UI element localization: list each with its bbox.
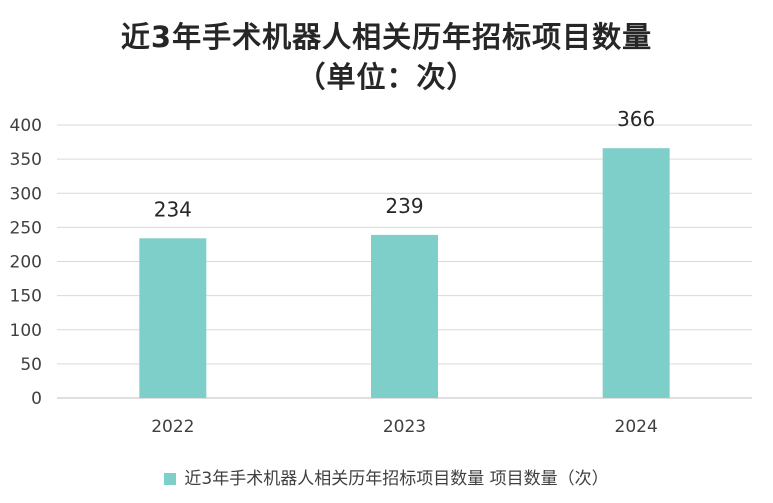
x-tick-label: 2022	[151, 417, 194, 437]
y-tick-label: 200	[10, 253, 42, 273]
bar-2023	[371, 234, 438, 398]
x-tick-label: 2023	[383, 417, 426, 437]
y-tick-label: 0	[31, 389, 42, 409]
y-tick-label: 300	[10, 184, 42, 204]
y-tick-label: 100	[10, 321, 42, 341]
y-axis-ticks: 0 50 100 150 200 250 300 350 400	[10, 116, 42, 409]
legend-swatch	[164, 473, 177, 485]
bar-2024	[602, 148, 670, 398]
y-tick-label: 250	[10, 218, 42, 238]
data-labels: 234 239 366	[154, 107, 656, 221]
y-tick-label: 400	[10, 116, 42, 136]
chart-title: 近3年手术机器人相关历年招标项目数量	[120, 20, 653, 54]
legend-label: 近3年手术机器人相关历年招标项目数量 项目数量（次）	[184, 469, 609, 489]
y-tick-label: 150	[10, 287, 42, 307]
x-tick-label: 2024	[615, 417, 658, 437]
y-tick-label: 50	[20, 355, 42, 375]
data-label-2023: 239	[385, 194, 423, 218]
data-label-2024: 366	[617, 107, 655, 131]
bar-2022	[139, 238, 207, 398]
chart-subtitle-unit: （单位：次）	[296, 60, 477, 94]
legend: 近3年手术机器人相关历年招标项目数量 项目数量（次）	[0, 464, 773, 489]
data-label-2022: 234	[154, 197, 192, 221]
y-tick-label: 350	[10, 150, 42, 170]
x-axis-ticks: 2022 2023 2024	[151, 417, 658, 437]
bars	[139, 148, 670, 398]
